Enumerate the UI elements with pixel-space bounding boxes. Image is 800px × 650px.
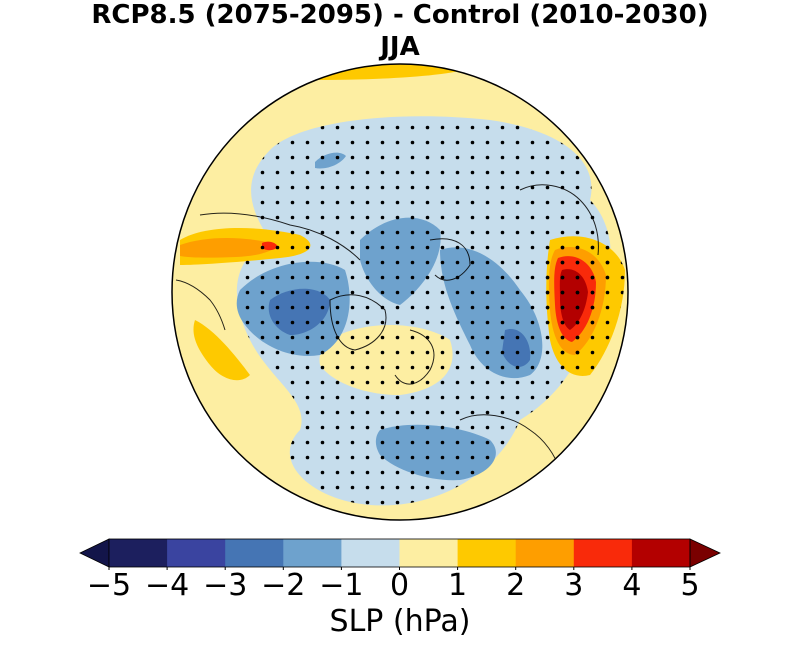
- colorbar-tick-label: 4: [622, 568, 642, 603]
- coastlines: [175, 184, 599, 471]
- colorbar-tick-label: −1: [319, 568, 364, 603]
- map-boundary: [171, 63, 629, 521]
- colorbar-tick-label: −5: [86, 568, 132, 603]
- figure-title: RCP8.5 (2075-2095) - Control (2010-2030): [91, 0, 709, 30]
- positive-anomaly-southwest: [193, 320, 250, 381]
- colorbar-tick-label: −3: [203, 568, 248, 603]
- colorbar-tick-label: 0: [389, 568, 410, 603]
- season-subtitle: JJA: [380, 32, 420, 62]
- colorbar-tick-label: −2: [261, 568, 306, 603]
- colorbar-extend-high: [689, 538, 721, 568]
- colorbar-tick-label: 2: [506, 568, 526, 603]
- colorbar-segment: [631, 539, 691, 567]
- polar-map: [171, 63, 629, 521]
- significance-stippling-east: [546, 236, 625, 376]
- colorbar-segment: [399, 539, 459, 567]
- map-field: [172, 64, 628, 520]
- colorbar-tick-label: −4: [144, 568, 190, 603]
- colorbar-extend-low: [79, 538, 110, 568]
- colorbar-segment: [457, 539, 517, 567]
- colorbar-segment: [573, 539, 633, 567]
- colorbar-segment: [283, 539, 342, 567]
- colorbar-segment: [109, 539, 168, 567]
- positive-anomaly-northwest-orange: [180, 237, 274, 258]
- colorbar-tick-label: 5: [680, 568, 700, 603]
- colorbar-label: SLP (hPa): [329, 604, 471, 639]
- colorbar-segment: [225, 539, 284, 567]
- significance-stippling: [236, 116, 611, 506]
- colorbar-tick-label: 1: [448, 568, 468, 603]
- colorbar: [79, 538, 721, 570]
- colorbar-segments: [79, 538, 721, 570]
- colorbar-segment: [341, 539, 400, 567]
- colorbar-segment: [515, 539, 575, 567]
- colorbar-segment: [167, 539, 226, 567]
- colorbar-tick-label: 3: [564, 568, 584, 603]
